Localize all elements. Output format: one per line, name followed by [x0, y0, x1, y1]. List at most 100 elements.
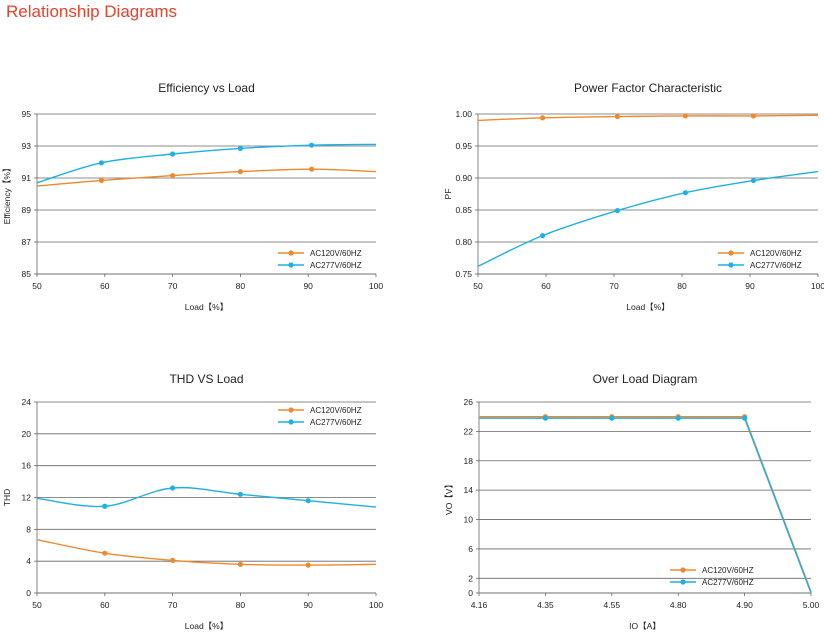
thd-chart: THD VS Load 0 4 8 12 16 20 24 50 60 70 80 90 100 Load【… — [2, 372, 383, 631]
efficiency-chart: Efficiency vs Load 85 87 89 91 93 95 50 60 70 80 90… — [2, 81, 383, 312]
data-point — [237, 561, 243, 567]
legend-label: AC277V/60HZ — [702, 578, 754, 587]
x-tick-label: 50 — [32, 600, 42, 610]
y-tick-label: 12 — [22, 493, 32, 503]
x-tick-label: 100 — [811, 281, 824, 291]
data-point — [237, 169, 243, 175]
x-tick-label: 50 — [473, 281, 483, 291]
y-tick-label: 0.75 — [455, 269, 472, 279]
series-line — [36, 539, 377, 566]
x-axis-label: Load【%】 — [185, 302, 228, 312]
data-point — [682, 190, 688, 196]
legend-label: AC120V/60HZ — [310, 249, 362, 258]
x-tick-label: 80 — [677, 281, 687, 291]
chart-title: Efficiency vs Load — [158, 81, 255, 95]
data-point — [170, 173, 176, 179]
data-point — [675, 415, 681, 421]
x-tick-label: 70 — [168, 600, 178, 610]
legend-label: AC120V/60HZ — [310, 406, 362, 415]
x-tick-label: 90 — [303, 600, 313, 610]
y-axis-label: PF — [443, 189, 453, 200]
series-line — [36, 486, 377, 508]
y-axis-label: THD — [2, 489, 12, 506]
legend-marker — [288, 407, 294, 413]
x-tick-label: 90 — [303, 281, 313, 291]
x-axis-label: Load【%】 — [626, 302, 669, 312]
x-tick-label: 80 — [236, 600, 246, 610]
data-point — [98, 160, 105, 166]
data-point — [170, 151, 176, 157]
x-tick-label: 4.55 — [604, 600, 621, 610]
series-line — [36, 168, 377, 187]
chart-title: Over Load Diagram — [593, 372, 698, 386]
data-point — [102, 503, 108, 509]
x-tick-label: 100 — [369, 600, 383, 610]
x-tick-label: 50 — [32, 281, 42, 291]
y-tick-label: 2 — [468, 573, 473, 583]
y-tick-label: 14 — [464, 485, 474, 495]
data-point — [540, 115, 546, 121]
x-tick-label: 90 — [745, 281, 755, 291]
data-point — [609, 415, 615, 421]
y-tick-label: 0 — [26, 588, 31, 598]
chart-title: THD VS Load — [169, 372, 243, 386]
x-tick-label: 70 — [609, 281, 619, 291]
y-tick-label: 85 — [22, 269, 32, 279]
x-tick-label: 100 — [369, 281, 383, 291]
x-axis-label: Load【%】 — [185, 621, 228, 631]
y-tick-label: 0.85 — [455, 205, 472, 215]
y-tick-label: 87 — [22, 237, 32, 247]
legend-label: AC277V/60HZ — [310, 261, 362, 270]
y-tick-label: 93 — [22, 141, 32, 151]
legend-label: AC277V/60HZ — [310, 418, 362, 427]
y-tick-label: 0.80 — [455, 237, 472, 247]
data-point — [750, 113, 756, 119]
data-point — [170, 485, 176, 491]
series-line — [477, 170, 819, 267]
y-tick-label: 91 — [22, 173, 32, 183]
y-axis-label: Efficiency【%】 — [2, 164, 12, 225]
data-point — [98, 177, 105, 183]
data-point — [750, 177, 756, 184]
y-tick-label: 26 — [464, 397, 474, 407]
data-point — [308, 142, 315, 148]
data-point — [170, 557, 176, 563]
legend-marker — [728, 262, 734, 268]
legend-marker — [680, 579, 686, 585]
y-tick-label: 24 — [22, 397, 32, 407]
y-tick-label: 1.00 — [455, 109, 472, 119]
legend-label: AC120V/60HZ — [750, 249, 802, 258]
legend-marker — [288, 262, 294, 268]
y-tick-label: 10 — [464, 515, 474, 525]
data-point — [542, 415, 548, 421]
y-tick-label: 8 — [26, 524, 31, 534]
data-point — [682, 113, 688, 119]
y-tick-label: 20 — [22, 429, 32, 439]
series-line — [479, 417, 812, 594]
y-tick-label: 89 — [22, 205, 32, 215]
legend-marker — [728, 250, 734, 256]
x-tick-label: 60 — [541, 281, 551, 291]
data-point — [237, 491, 243, 497]
x-tick-label: 80 — [236, 281, 246, 291]
y-tick-label: 0.90 — [455, 173, 472, 183]
x-tick-label: 70 — [168, 281, 178, 291]
y-tick-label: 18 — [464, 456, 474, 466]
data-point — [742, 415, 748, 421]
y-tick-label: 16 — [22, 461, 32, 471]
x-tick-label: 4.35 — [537, 600, 554, 610]
x-tick-label: 5.00 — [803, 600, 820, 610]
x-tick-label: 60 — [100, 600, 110, 610]
y-tick-label: 4 — [26, 556, 31, 566]
y-axis-label: VO【V】 — [444, 480, 454, 515]
legend-label: AC120V/60HZ — [702, 566, 754, 575]
data-point — [305, 498, 311, 504]
series-line — [479, 416, 812, 592]
x-tick-label: 4.16 — [471, 600, 488, 610]
data-point — [614, 113, 620, 120]
y-tick-label: 0.95 — [455, 141, 472, 151]
y-tick-label: 22 — [464, 426, 474, 436]
y-tick-label: 6 — [468, 544, 473, 554]
x-axis-label: IO【A】 — [629, 621, 661, 631]
